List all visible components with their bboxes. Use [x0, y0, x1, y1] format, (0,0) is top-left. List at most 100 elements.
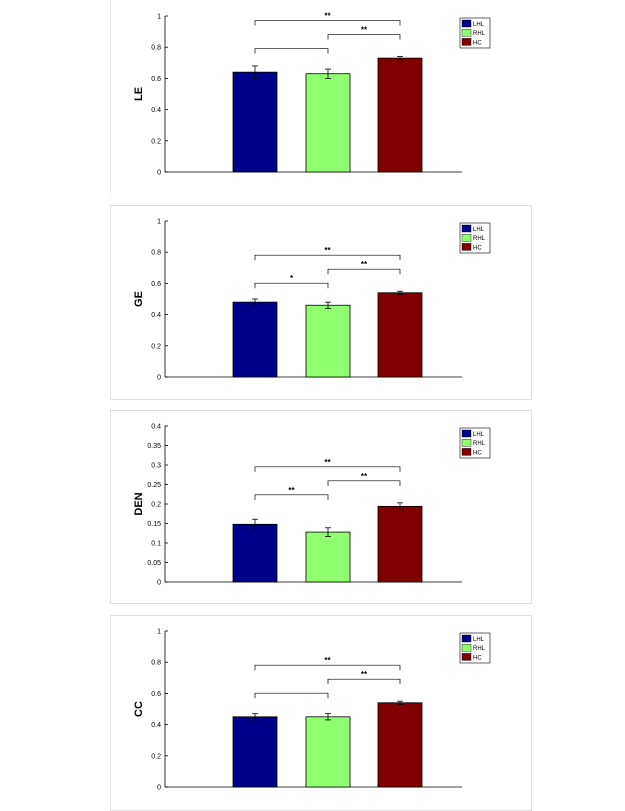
- significance-bracket: [254, 664, 401, 671]
- chart-le: 0 0.2 0.4 0.6 0.8 1 LE ** ** LHL RHL HC: [133, 12, 491, 177]
- legend: LHL RHL HC: [459, 632, 491, 664]
- legend-swatch: [461, 224, 472, 233]
- legend-swatch: [461, 448, 472, 456]
- bar-hc: [377, 57, 423, 173]
- y-tick-label: 0: [157, 375, 161, 382]
- bar-lhl: [232, 71, 278, 173]
- chart-den: 0 0.05 0.1 0.15 0.2 0.25 0.3 0.35 0.4 DEN ** ** ** LH…: [133, 424, 491, 587]
- legend-label: HC: [473, 450, 482, 456]
- y-axis-label: GE: [133, 291, 145, 307]
- error-bar: [252, 298, 258, 306]
- y-tick-label: 0.2: [151, 502, 161, 509]
- significance-label: **: [288, 486, 295, 495]
- significance-label: **: [361, 260, 368, 269]
- legend-label: HC: [473, 655, 482, 661]
- y-tick-label: 0: [157, 785, 161, 792]
- y-tick-label: 0.4: [151, 312, 161, 319]
- y-tick-label: 0.4: [151, 424, 161, 431]
- legend-label: HC: [473, 245, 482, 251]
- legend-label: LHL: [473, 227, 485, 233]
- bar-rhl: [305, 73, 351, 173]
- y-tick-label: 0.4: [151, 722, 161, 729]
- legend-label: RHL: [473, 646, 486, 652]
- bar-hc: [377, 292, 423, 378]
- significance-bracket: [254, 494, 329, 500]
- significance-label: **: [324, 656, 331, 665]
- y-tick-label: 0.2: [151, 343, 161, 350]
- significance-label: *: [290, 274, 294, 283]
- legend-label: RHL: [473, 31, 486, 37]
- chart-cc: 0 0.2 0.4 0.6 0.8 1 CC ** ** LHL RHL HC: [133, 629, 491, 792]
- y-tick-label: 0.15: [147, 521, 161, 528]
- bar-lhl: [232, 523, 278, 583]
- error-bar: [325, 68, 331, 79]
- y-tick-label: 0: [157, 170, 161, 177]
- legend-swatch: [461, 19, 472, 28]
- y-tick-label: 0.6: [151, 691, 161, 698]
- y-tick-label: 0.1: [151, 541, 161, 548]
- significance-label: **: [324, 246, 331, 255]
- y-tick-label: 0.3: [151, 463, 161, 470]
- error-bar: [325, 713, 331, 721]
- error-bar: [397, 290, 403, 295]
- y-tick-label: 1: [157, 14, 161, 21]
- bar-rhl: [305, 304, 351, 378]
- legend-label: RHL: [473, 236, 486, 242]
- significance-bracket: [327, 34, 401, 40]
- legend-label: LHL: [473, 432, 485, 438]
- legend-swatch: [461, 653, 472, 661]
- bar-hc: [377, 505, 423, 583]
- y-tick-label: 0.2: [151, 753, 161, 760]
- error-bar: [397, 502, 403, 511]
- y-tick-label: 0.35: [147, 443, 161, 450]
- significance-label: **: [361, 26, 368, 35]
- y-axis-label: LE: [133, 87, 145, 101]
- legend-label: HC: [473, 40, 482, 46]
- legend-label: LHL: [473, 22, 485, 28]
- error-bar: [325, 301, 331, 309]
- significance-bracket: [254, 20, 401, 26]
- panel-frame: [110, 205, 532, 400]
- panel-frame: [110, 0, 534, 193]
- panel-frame: [110, 410, 532, 604]
- error-bar: [252, 65, 258, 79]
- legend: LHL RHL HC: [459, 17, 491, 49]
- y-tick-label: 0.2: [151, 138, 161, 145]
- significance-bracket: [327, 678, 401, 685]
- error-bar: [252, 713, 258, 721]
- legend-swatch: [461, 38, 472, 46]
- y-axis-label: CC: [133, 701, 145, 717]
- y-axis-label: DEN: [133, 492, 145, 515]
- significance-label: **: [324, 12, 331, 21]
- bar-lhl: [232, 301, 278, 378]
- y-tick-label: 0.8: [151, 45, 161, 52]
- error-bar: [397, 56, 403, 61]
- legend-swatch: [461, 634, 472, 643]
- y-tick-label: 1: [157, 629, 161, 636]
- bar-rhl: [305, 716, 351, 788]
- legend-label: LHL: [473, 637, 485, 643]
- legend-swatch: [461, 243, 472, 251]
- y-tick-label: 1: [157, 219, 161, 226]
- legend-swatch: [461, 439, 472, 447]
- y-tick-label: 0.05: [147, 560, 161, 567]
- y-tick-label: 0.4: [151, 107, 161, 114]
- error-bar: [325, 527, 331, 537]
- legend-swatch: [461, 429, 472, 438]
- y-tick-label: 0: [157, 580, 161, 587]
- significance-bracket: [327, 480, 401, 486]
- y-tick-label: 0.8: [151, 250, 161, 257]
- error-bar: [252, 518, 258, 530]
- error-bar: [397, 700, 403, 705]
- y-tick-label: 0.6: [151, 76, 161, 83]
- y-tick-label: 0.25: [147, 482, 161, 489]
- legend-swatch: [461, 234, 472, 242]
- y-tick-label: 0.8: [151, 660, 161, 667]
- legend: LHL RHL HC: [459, 427, 491, 459]
- bar-lhl: [232, 716, 278, 788]
- legend: LHL RHL HC: [459, 222, 491, 254]
- significance-bracket: [254, 48, 329, 54]
- significance-label: **: [361, 472, 368, 481]
- legend-label: RHL: [473, 441, 486, 447]
